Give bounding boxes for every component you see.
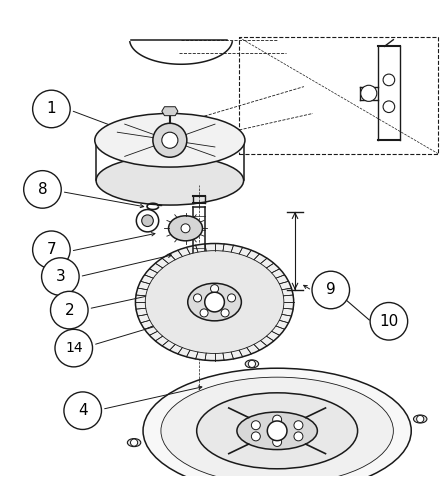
Text: 8: 8 <box>38 182 47 197</box>
Circle shape <box>370 302 408 340</box>
Circle shape <box>211 285 219 293</box>
Circle shape <box>200 309 208 317</box>
Circle shape <box>33 90 70 128</box>
Ellipse shape <box>145 250 284 353</box>
Text: 4: 4 <box>78 403 88 418</box>
Ellipse shape <box>161 377 393 484</box>
Ellipse shape <box>95 113 245 167</box>
Circle shape <box>299 494 306 501</box>
Circle shape <box>205 292 224 312</box>
Circle shape <box>267 421 287 440</box>
Circle shape <box>383 74 395 86</box>
Circle shape <box>273 437 282 447</box>
Circle shape <box>131 439 138 446</box>
Circle shape <box>24 171 61 208</box>
Ellipse shape <box>413 415 427 423</box>
Text: 9: 9 <box>326 283 336 297</box>
Circle shape <box>181 224 190 233</box>
Circle shape <box>251 432 260 441</box>
Circle shape <box>42 258 79 295</box>
Circle shape <box>194 294 202 302</box>
Circle shape <box>55 329 93 367</box>
Circle shape <box>417 415 424 422</box>
Circle shape <box>361 85 377 101</box>
Circle shape <box>251 421 260 430</box>
Text: 3: 3 <box>55 269 65 284</box>
Circle shape <box>162 132 178 148</box>
Ellipse shape <box>295 494 309 502</box>
Text: 14: 14 <box>65 341 83 355</box>
Ellipse shape <box>169 216 202 241</box>
Circle shape <box>312 271 350 309</box>
Circle shape <box>153 123 187 157</box>
Circle shape <box>294 421 303 430</box>
Ellipse shape <box>127 438 141 447</box>
Circle shape <box>51 291 88 329</box>
Circle shape <box>136 210 159 232</box>
Circle shape <box>294 432 303 441</box>
Ellipse shape <box>143 368 411 493</box>
Circle shape <box>64 392 101 429</box>
Ellipse shape <box>245 360 259 368</box>
Circle shape <box>273 415 282 424</box>
Ellipse shape <box>197 393 358 469</box>
Ellipse shape <box>96 156 244 205</box>
Ellipse shape <box>237 412 317 450</box>
Circle shape <box>249 360 256 367</box>
Circle shape <box>142 215 153 226</box>
Circle shape <box>221 309 229 317</box>
Circle shape <box>228 294 236 302</box>
Polygon shape <box>162 107 178 115</box>
Text: 7: 7 <box>46 242 56 257</box>
Ellipse shape <box>188 283 241 321</box>
Text: 2: 2 <box>64 302 74 318</box>
Ellipse shape <box>135 243 294 361</box>
Text: 10: 10 <box>379 314 399 329</box>
Circle shape <box>383 101 395 112</box>
Circle shape <box>33 231 70 269</box>
Text: 1: 1 <box>46 101 56 116</box>
